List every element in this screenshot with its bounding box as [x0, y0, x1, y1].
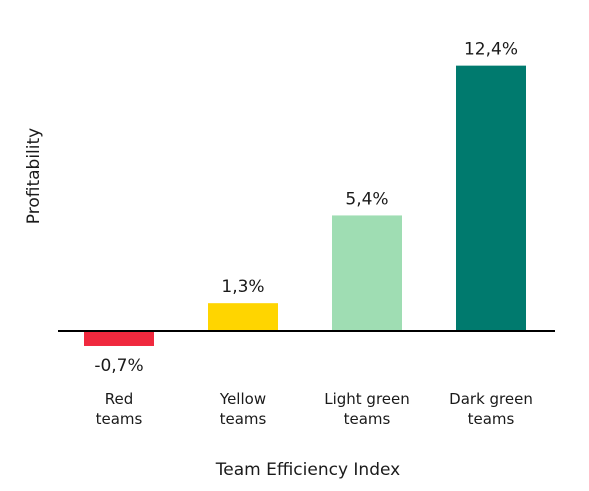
value-label-1: 1,3% — [221, 277, 264, 297]
category-label-2: Light green teams — [324, 390, 410, 428]
category-label-line: Yellow — [219, 390, 266, 408]
y-axis-title: Profitability — [24, 128, 44, 224]
value-label-2: 5,4% — [345, 189, 388, 209]
category-label-line: teams — [468, 410, 515, 428]
bars-group — [84, 65, 526, 346]
value-label-0: -0,7% — [94, 356, 143, 376]
category-label-0: Red teams — [96, 390, 143, 428]
category-label-line: teams — [344, 410, 391, 428]
category-label-line: teams — [220, 410, 267, 428]
x-axis-title: Team Efficiency Index — [215, 460, 400, 480]
category-label-1: Yellow teams — [219, 390, 267, 428]
labels-group: -0,7% Red teams 1,3% Yellow teams 5,4% Light gr… — [94, 40, 533, 428]
bar-1 — [208, 303, 278, 331]
bar-3 — [456, 65, 526, 331]
category-label-line: Dark green — [449, 390, 533, 408]
category-label-3: Dark green teams — [449, 390, 533, 428]
bar-2 — [332, 215, 402, 331]
bar-0 — [84, 331, 154, 346]
category-label-line: teams — [96, 410, 143, 428]
value-label-3: 12,4% — [464, 40, 518, 60]
category-label-line: Red — [105, 390, 134, 408]
category-label-line: Light green — [324, 390, 410, 408]
